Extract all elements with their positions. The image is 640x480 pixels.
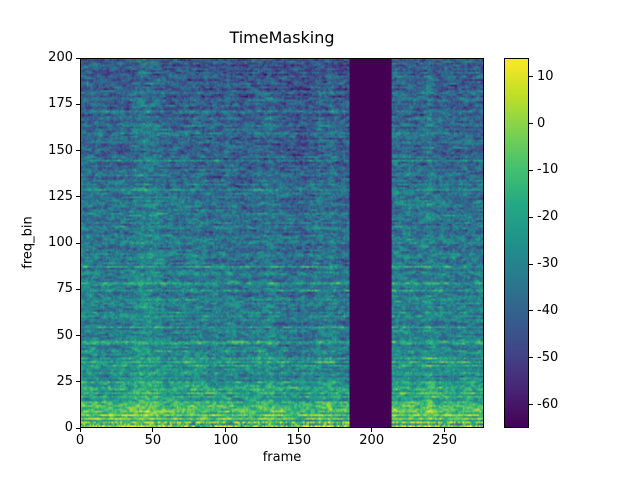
colorbar [504, 58, 529, 428]
y-tick-mark [76, 288, 80, 290]
x-tick-mark [444, 428, 446, 432]
y-tick-mark [76, 150, 80, 151]
colorbar-tick-mark [529, 263, 533, 265]
y-tick-label: 25 [56, 373, 73, 389]
y-tick-mark [76, 335, 80, 336]
y-tick-label: 175 [48, 96, 73, 112]
x-tick-label: 150 [286, 433, 312, 448]
y-tick-mark [76, 57, 80, 59]
x-tick-mark [371, 428, 373, 432]
x-tick-mark [152, 428, 154, 432]
colorbar-tick-mark [529, 216, 533, 218]
colorbar-tick-label: -20 [537, 209, 559, 225]
x-tick-label: 200 [359, 433, 385, 448]
y-tick-label: 125 [48, 188, 73, 204]
colorbar-gradient [505, 59, 528, 427]
y-tick-label: 50 [56, 327, 73, 343]
spectrogram-image [81, 59, 483, 427]
x-tick-label: 50 [144, 433, 162, 448]
plot-area [80, 58, 484, 428]
x-tick-mark [298, 428, 300, 432]
y-tick-label: 100 [48, 235, 73, 250]
x-tick-mark [225, 428, 227, 432]
colorbar-tick-mark [529, 357, 533, 359]
colorbar-tick-label: -30 [537, 256, 559, 272]
colorbar-tick-mark [529, 76, 533, 78]
x-tick-label: 0 [75, 433, 85, 448]
x-axis-label: frame [262, 450, 302, 465]
y-tick-mark [76, 196, 80, 198]
colorbar-tick-mark [529, 169, 533, 171]
y-tick-label: 200 [48, 50, 73, 65]
y-tick-label: 0 [64, 420, 73, 435]
y-tick-mark [76, 103, 80, 105]
chart-title: TimeMasking [229, 28, 335, 47]
colorbar-tick-label: -40 [537, 302, 559, 318]
x-tick-label: 250 [432, 433, 458, 448]
y-tick-label: 75 [56, 281, 73, 297]
x-tick-mark [79, 428, 81, 432]
colorbar-tick-label: -60 [537, 396, 559, 412]
colorbar-tick-mark [529, 123, 533, 125]
colorbar-tick-mark [529, 310, 533, 312]
colorbar-tick-label: -50 [537, 349, 559, 365]
y-tick-mark [76, 381, 80, 383]
y-tick-mark [76, 242, 80, 244]
colorbar-tick-mark [529, 404, 533, 406]
y-tick-label: 150 [48, 142, 73, 158]
colorbar-tick-label: 10 [537, 68, 554, 84]
colorbar-tick-label: 0 [537, 115, 546, 131]
colorbar-tick-label: -10 [537, 162, 559, 178]
y-tick-mark [76, 427, 80, 429]
x-tick-label: 100 [213, 433, 239, 448]
